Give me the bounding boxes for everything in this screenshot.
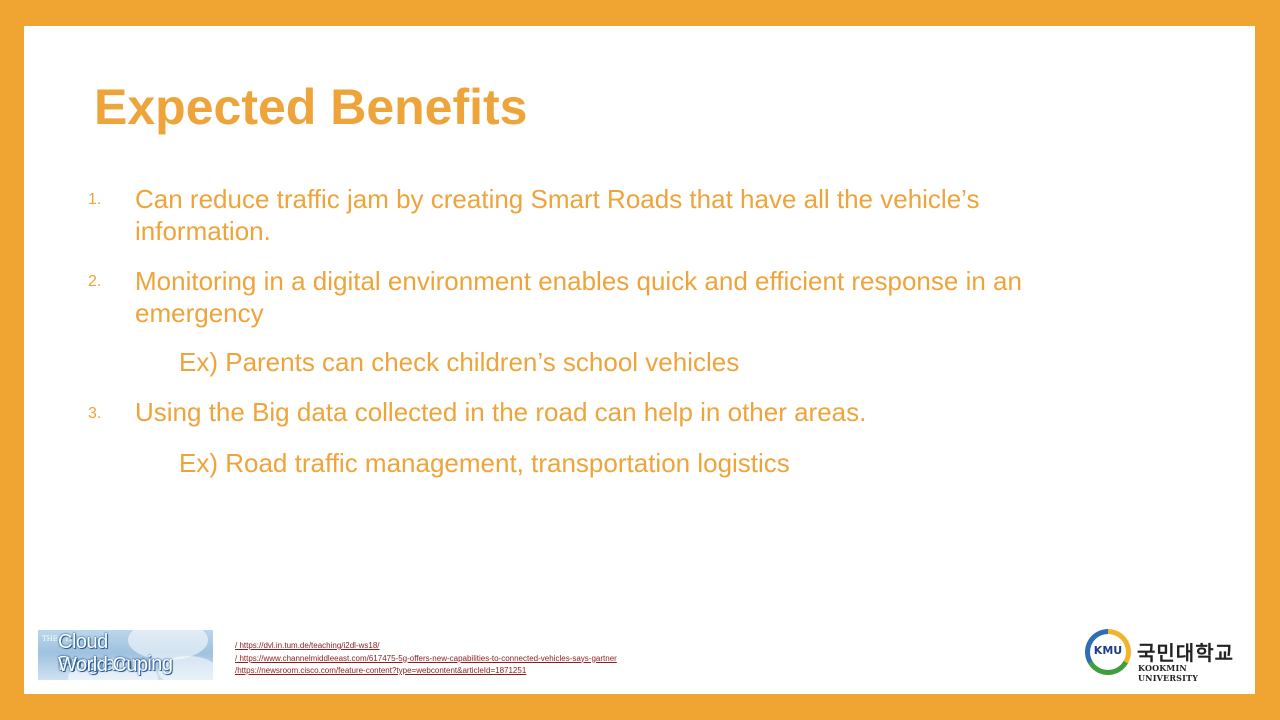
logo-title-line2: World Cup bbox=[58, 654, 148, 676]
item-number: 2. bbox=[88, 273, 102, 290]
reference-link[interactable]: /https://newsroom.cisco.com/feature-cont… bbox=[235, 666, 527, 675]
kmu-korean-name: 국민대학교 bbox=[1137, 641, 1234, 665]
reference-link[interactable]: / https://dvl.in.tum.de/teaching/i2dl-ws… bbox=[235, 641, 380, 650]
logo-edition-text: THE 7TH bbox=[42, 635, 76, 643]
benefit-item-text: Can reduce traffic jam by creating Smart… bbox=[135, 184, 980, 246]
benefit-item-text: Monitoring in a digital environment enab… bbox=[135, 266, 1022, 328]
benefit-item-text: Using the Big data collected in the road… bbox=[135, 397, 867, 427]
logo-title-line1: Cloud Programming bbox=[58, 631, 173, 675]
item-number: 3. bbox=[88, 405, 102, 422]
slide-title: Expected Benefits bbox=[94, 79, 528, 135]
slide: Expected Benefits 1. Can reduce traffic … bbox=[24, 26, 1255, 694]
references: / https://dvl.in.tum.de/teaching/i2dl-ws… bbox=[235, 640, 617, 678]
reference-link[interactable]: / https://www.channelmiddleeast.com/6174… bbox=[235, 653, 617, 663]
cloud-programming-world-cup-logo: THE 7TH Cloud Programming World Cup bbox=[38, 630, 213, 680]
kmu-english-name: KOOKMIN UNIVERSITY bbox=[1138, 663, 1199, 683]
benefit-example-text: Ex) Road traffic management, transportat… bbox=[179, 448, 790, 478]
benefit-example-text: Ex) Parents can check children’s school … bbox=[179, 347, 740, 377]
item-number: 1. bbox=[88, 191, 102, 208]
benefits-list: 1. Can reduce traffic jam by creating Sm… bbox=[24, 26, 1255, 694]
kmu-abbr: KMU bbox=[1093, 644, 1123, 657]
kookmin-university-logo: KMU 국민대학교 KOOKMIN UNIVERSITY bbox=[1085, 626, 1245, 683]
kmu-emblem-icon bbox=[1085, 629, 1131, 675]
